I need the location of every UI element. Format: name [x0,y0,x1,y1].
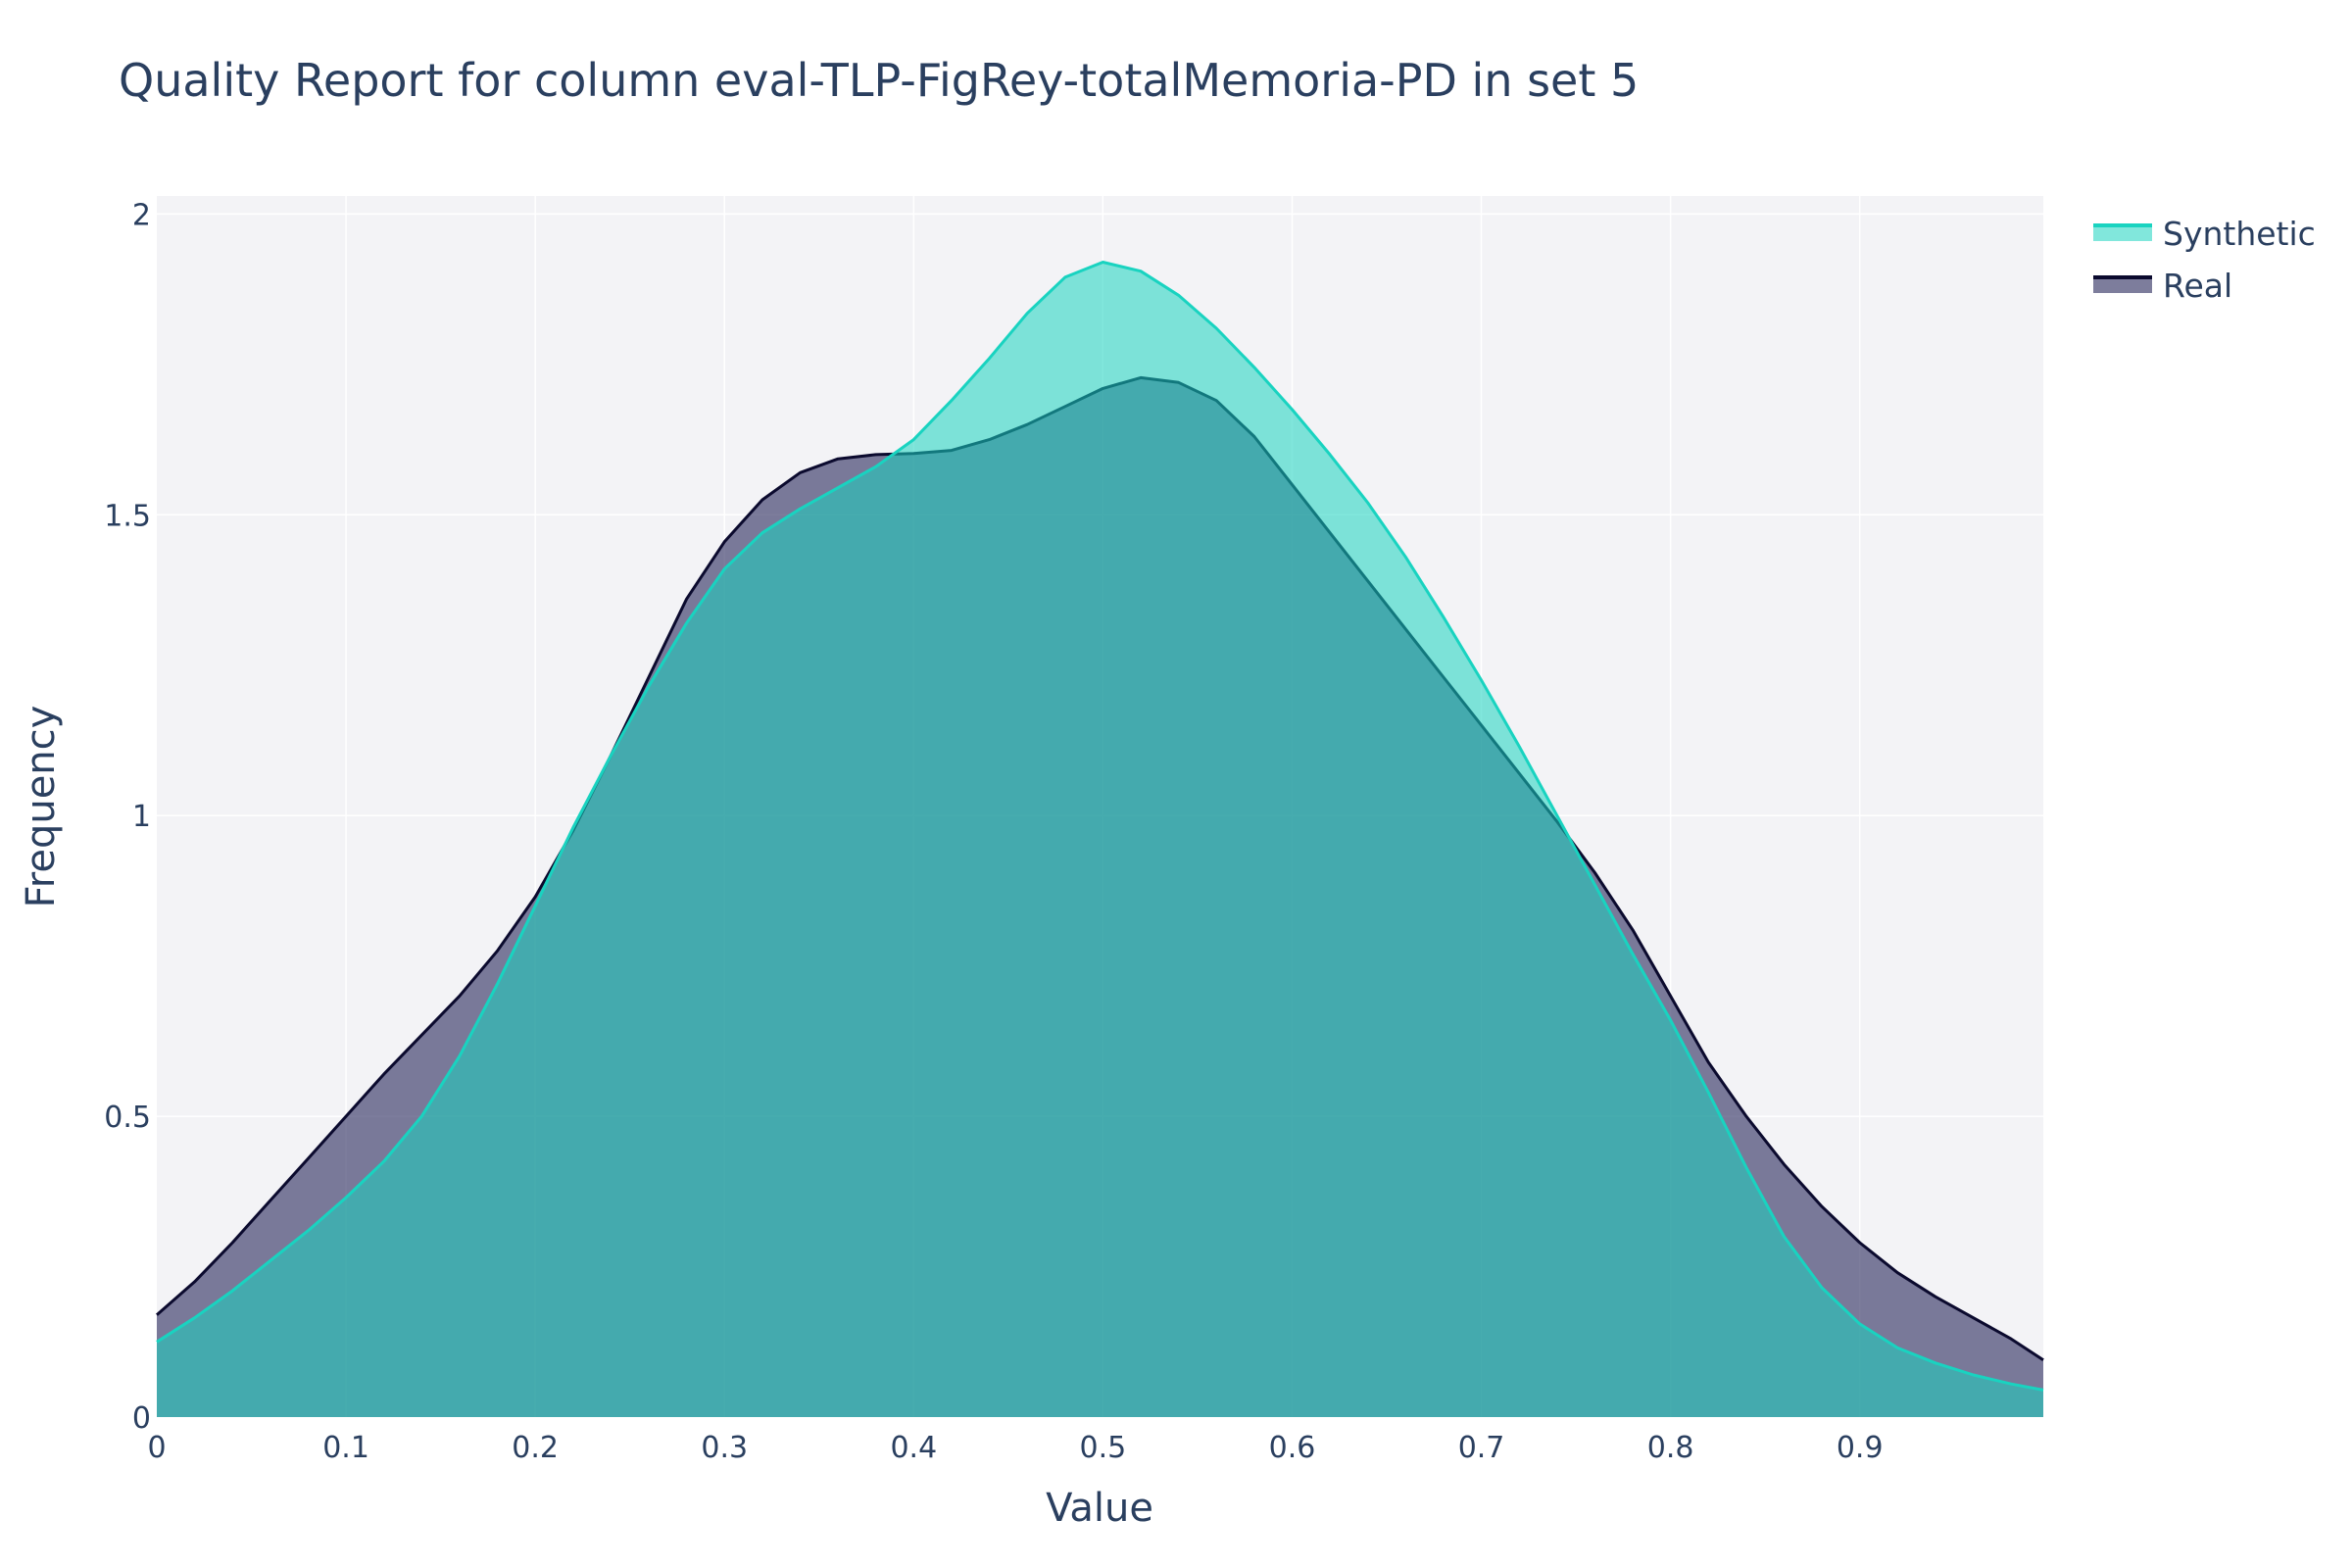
synthetic-area [157,262,2043,1417]
x-tick-label: 0.5 [1080,1431,1127,1465]
x-tick-label: 0.6 [1269,1431,1316,1465]
y-tick-label: 2 [132,198,151,232]
x-tick-label: 0.3 [701,1431,748,1465]
x-axis-title: Value [1046,1486,1153,1531]
x-tick-label: 0.1 [322,1431,369,1465]
y-tick-label: 1.5 [104,499,151,533]
x-tick-label: 0 [147,1431,166,1465]
x-tick-label: 0.2 [512,1431,559,1465]
chart-title: Quality Report for column eval-TLP-FigRe… [119,54,1639,107]
y-axis-ticks: 0 0.5 1 1.5 2 [104,198,151,1436]
legend-label-real: Real [2163,267,2232,305]
x-tick-label: 0.4 [890,1431,937,1465]
y-axis-title: Frequency [19,706,64,908]
legend-label-synthetic: Synthetic [2163,215,2316,253]
y-tick-label: 1 [132,800,151,834]
y-tick-label: 0 [132,1401,151,1436]
y-tick-label: 0.5 [104,1101,151,1135]
legend-swatch-synthetic [2093,225,2152,241]
x-axis-ticks: 0 0.1 0.2 0.3 0.4 0.5 0.6 0.7 0.8 0.9 [147,1431,1883,1465]
x-tick-label: 0.7 [1458,1431,1505,1465]
legend-item-synthetic[interactable]: Synthetic [2093,215,2316,253]
series-areas [156,261,2044,1417]
x-tick-label: 0.8 [1647,1431,1694,1465]
legend-item-real[interactable]: Real [2093,267,2232,305]
synthetic-line [156,261,2044,1392]
legend[interactable]: Synthetic Real [2093,215,2316,305]
x-tick-label: 0.9 [1837,1431,1884,1465]
legend-swatch-real [2093,277,2152,293]
